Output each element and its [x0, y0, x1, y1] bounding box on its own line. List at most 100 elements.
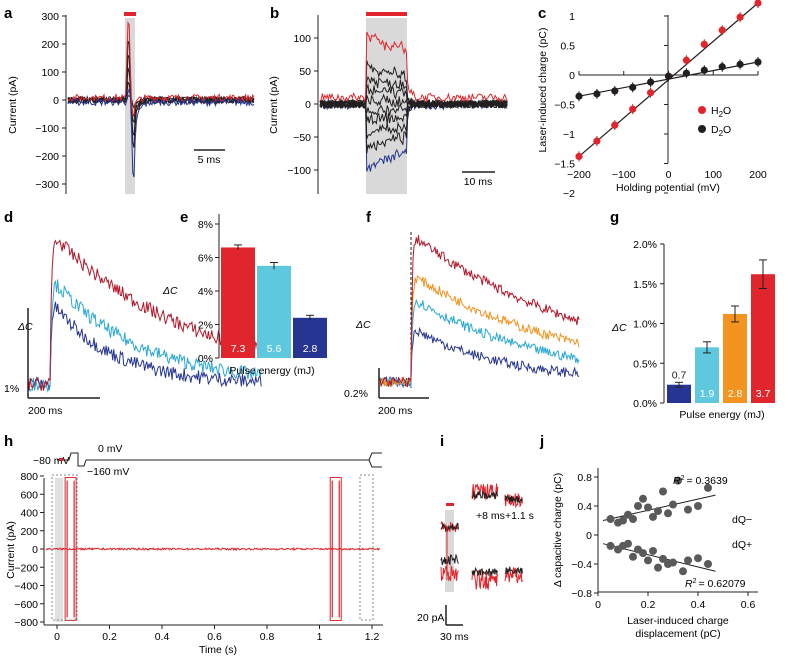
bars-g: 0.7 1.9 2.8 3.7 — [667, 259, 775, 403]
bar-g — [667, 384, 691, 403]
x-tick-label-h: 0.4 — [155, 631, 170, 643]
point-d2o — [736, 60, 744, 68]
point-j — [664, 509, 672, 518]
x-tick-label-c: 100 — [704, 169, 722, 181]
point-j — [659, 487, 667, 496]
point-d2o — [754, 58, 762, 66]
y-tick-label-h: 0 — [32, 544, 38, 556]
point-h2o — [611, 121, 619, 129]
point-j — [639, 494, 647, 503]
y-tick-label-e: 8% — [198, 219, 213, 231]
point-d2o — [575, 92, 583, 100]
trace-i — [504, 494, 523, 504]
laser-bar-b — [366, 12, 407, 16]
y-tick-label-c: −1.5 — [554, 159, 575, 171]
bar-label-g: 0.7 — [672, 370, 687, 382]
y-tick-label-h: 800 — [20, 471, 38, 483]
y-tick-label-a: −300 — [35, 179, 59, 191]
label-v-step: 0 mV — [98, 443, 123, 455]
point-j — [649, 546, 657, 555]
laser-bar-i — [446, 503, 454, 506]
scale-label-a: 5 ms — [198, 154, 221, 166]
scale-label-i-y: 20 pA — [417, 612, 444, 624]
scale-label-i-x: 30 ms — [440, 631, 469, 643]
point-j — [606, 541, 615, 550]
y-tick-label-h: −600 — [14, 599, 38, 611]
y-tick-label-b: 100 — [293, 33, 311, 45]
point-j — [629, 515, 637, 524]
panel-letter-h: h — [4, 433, 13, 450]
x-tick-label-j: 0.6 — [741, 599, 756, 611]
trace-f — [379, 274, 580, 387]
y-tick-label-e: 4% — [198, 286, 213, 298]
plot-j — [602, 476, 716, 576]
baseline-trace-h — [45, 546, 380, 552]
y-tick-label-b: −100 — [287, 165, 311, 177]
y-tick-label-c: −1 — [563, 129, 575, 141]
trace-i — [504, 566, 523, 575]
trace-b — [319, 60, 508, 110]
scale-label-d-y: 1% — [4, 383, 19, 395]
scale-label-d-x: 200 ms — [28, 405, 62, 417]
point-d2o — [629, 83, 637, 91]
bars-e: 7.3 5.6 2.8 — [221, 244, 327, 358]
point-d2o — [647, 78, 655, 86]
bar-label-g: 2.8 — [728, 388, 743, 400]
x-axis-label-g: Pulse energy (mJ) — [679, 409, 764, 421]
point-j — [639, 549, 647, 558]
trace-f — [379, 235, 580, 388]
point-j — [654, 563, 662, 572]
x-tick-label-h: 0.2 — [102, 631, 117, 643]
point-j — [684, 505, 692, 514]
bar-g — [751, 274, 775, 403]
point-j — [694, 554, 702, 563]
bar-g — [695, 347, 719, 403]
x-tick-label-h: 1.2 — [365, 631, 380, 643]
point-j — [654, 507, 662, 516]
point-j — [674, 476, 682, 485]
panel-g: g 2.0% 1.5% 1.0% 0.5% 0.0% ΔC 0.7 1.9 2.8 3.7 P… — [610, 209, 775, 421]
point-d2o — [700, 66, 708, 74]
trace-i — [440, 521, 459, 533]
y-tick-label-a: −200 — [35, 151, 59, 163]
label-dq-plus: dQ+ — [732, 539, 752, 551]
r2-label-bottom: R2 = 0.62079 — [685, 578, 746, 590]
y-axis-label-j: Δ capacitive charge (pC) — [552, 473, 564, 587]
point-h2o — [682, 56, 691, 64]
trace-i — [471, 490, 499, 500]
trace-h — [45, 477, 380, 621]
y-tick-label-c: −0.5 — [554, 100, 575, 112]
trace-a — [67, 40, 255, 148]
point-d2o — [593, 90, 601, 98]
label-v-neg: −160 mV — [87, 466, 129, 478]
panel-letter-f: f — [366, 209, 372, 226]
x-tick-label-h: 1 — [317, 631, 323, 643]
bar-label-g: 3.7 — [756, 388, 771, 400]
panel-letter-c: c — [538, 5, 546, 22]
traces-i — [440, 483, 523, 590]
point-j — [704, 483, 712, 492]
zoom-box-2 — [359, 474, 374, 621]
x-tick-label-j: 0 — [595, 599, 601, 611]
point-d2o — [682, 69, 691, 77]
panel-letter-g: g — [610, 209, 619, 226]
voltage-protocol — [57, 452, 382, 468]
bar-label-e: 2.8 — [303, 343, 318, 355]
y-tick-label-h: −200 — [14, 562, 38, 574]
point-j — [669, 558, 677, 567]
point-h2o — [736, 13, 744, 21]
y-tick-label-a: 200 — [41, 39, 59, 51]
point-j — [684, 556, 692, 565]
y-tick-label-c: 0.5 — [560, 41, 575, 53]
scale-label-f-y: 0.2% — [344, 388, 368, 400]
panel-letter-i: i — [440, 433, 444, 450]
trace-d — [27, 279, 262, 393]
scale-label-f-x: 200 ms — [378, 405, 412, 417]
trace-f — [379, 326, 580, 389]
transient-h — [80, 548, 85, 551]
point-d2o — [718, 63, 726, 71]
y-tick-label-c: 0 — [569, 70, 575, 82]
point-j — [669, 500, 677, 509]
y-tick-label-b: 0 — [305, 99, 311, 111]
legend-label-h2o: H2O — [711, 105, 731, 119]
